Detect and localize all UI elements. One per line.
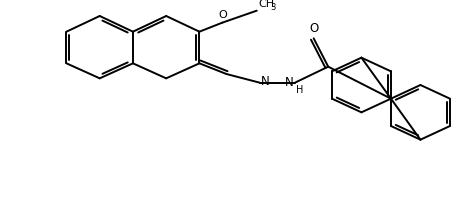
Text: H: H <box>296 85 303 95</box>
Text: N: N <box>260 75 270 88</box>
Text: N: N <box>285 76 294 89</box>
Text: O: O <box>218 10 227 20</box>
Text: O: O <box>309 22 318 35</box>
Text: CH: CH <box>259 0 275 9</box>
Text: 3: 3 <box>271 3 276 12</box>
